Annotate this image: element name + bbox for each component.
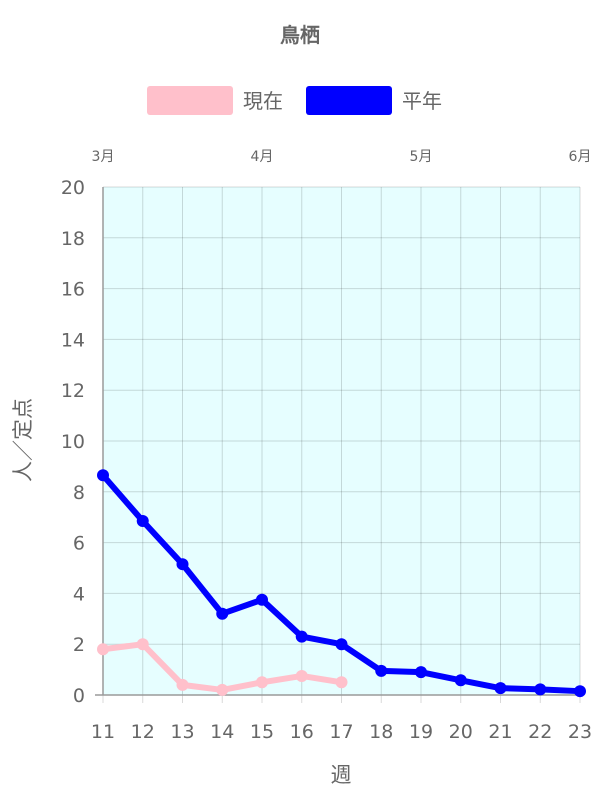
legend-label[interactable]: 平年: [402, 89, 442, 113]
data-point-normal: [216, 607, 229, 620]
y-tick-label: 18: [61, 228, 85, 250]
data-point-normal: [494, 682, 507, 695]
data-point-current: [136, 638, 149, 651]
series-layer: [97, 469, 586, 698]
month-label: 5月: [410, 149, 433, 165]
x-tick-label: 14: [210, 721, 234, 743]
data-point-normal: [176, 558, 189, 571]
y-tick-label: 12: [61, 380, 85, 402]
data-point-current: [216, 683, 229, 696]
y-axis-title: 人／定点: [11, 398, 35, 482]
x-axis-title: 週: [331, 763, 352, 787]
data-point-normal: [97, 469, 109, 482]
y-tick-label: 0: [73, 685, 85, 707]
month-label: 6月: [569, 149, 592, 165]
y-tick-label: 10: [61, 431, 85, 453]
data-point-normal: [415, 666, 427, 679]
x-tick-label: 18: [369, 721, 393, 743]
x-tick-label: 23: [568, 721, 592, 743]
y-tick-label: 2: [73, 634, 85, 656]
grid: [95, 186, 581, 703]
x-tick-label: 16: [290, 721, 314, 743]
data-point-normal: [136, 515, 149, 528]
x-tick-label: 15: [250, 721, 274, 743]
x-tick-label: 20: [449, 721, 473, 743]
data-point-current: [176, 678, 189, 691]
plot-area: [103, 187, 580, 695]
x-axis: 11 12 13 14 15 16 17 18 19 20 21 22 23: [91, 721, 592, 743]
x-tick-label: 21: [488, 721, 512, 743]
x-tick-label: 12: [131, 721, 155, 743]
y-tick-label: 14: [61, 329, 85, 351]
data-point-current: [97, 643, 109, 656]
y-tick-label: 8: [73, 482, 85, 504]
x-tick-label: 13: [170, 721, 194, 743]
data-point-current: [295, 669, 308, 682]
data-point-normal: [375, 664, 388, 677]
legend[interactable]: 現在 平年: [147, 86, 442, 115]
data-point-normal: [295, 630, 308, 643]
chart-title: 鳥栖: [280, 23, 320, 47]
legend-swatch[interactable]: [306, 86, 392, 115]
legend-label[interactable]: 現在: [243, 89, 283, 113]
data-point-normal: [256, 593, 268, 606]
month-label: 3月: [92, 149, 115, 165]
legend-swatch[interactable]: [147, 86, 233, 115]
x-tick-label: 11: [91, 721, 115, 743]
x-tick-label: 19: [409, 721, 433, 743]
month-axis: 3月 4月 5月 6月: [92, 149, 592, 165]
data-point-normal: [335, 638, 348, 651]
y-tick-label: 16: [61, 279, 85, 301]
data-point-normal: [454, 674, 467, 687]
y-tick-label: 20: [61, 177, 85, 199]
data-point-normal: [534, 683, 547, 696]
y-tick-label: 6: [73, 533, 85, 555]
data-point-current: [335, 676, 348, 689]
x-tick-label: 17: [329, 721, 353, 743]
y-axis: 0 2 4 6 8 10 12 14 16 18 20: [61, 177, 85, 707]
y-tick-label: 4: [73, 583, 85, 605]
data-point-current: [256, 676, 268, 689]
month-label: 4月: [251, 149, 274, 165]
x-tick-label: 22: [528, 721, 552, 743]
data-point-normal: [574, 685, 586, 698]
